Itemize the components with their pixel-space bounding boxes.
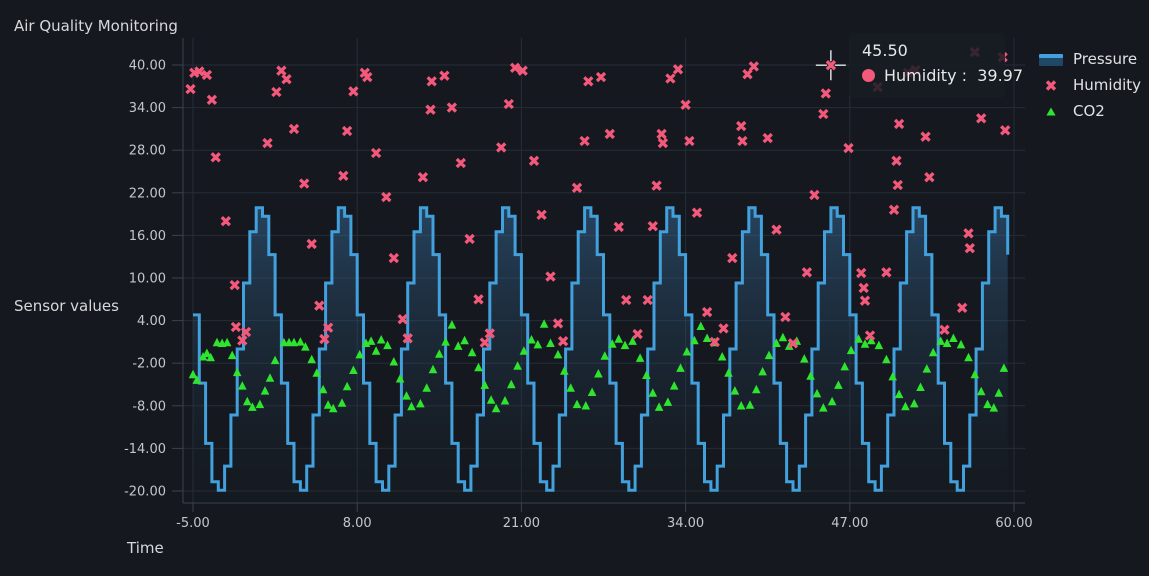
tooltip-series-label: Humidity (884, 66, 957, 85)
x-tick-label: 47.00 (831, 516, 868, 531)
y-axis-title: Sensor values (14, 297, 119, 315)
cursor-tooltip: 45.50 Humidity : 39.97 (849, 33, 1023, 98)
y-tick-label: 28.00 (129, 144, 166, 159)
y-tick-label: -14.00 (124, 442, 166, 457)
y-tick-label: 40.00 (129, 59, 166, 74)
x-tick-label: 60.00 (995, 516, 1032, 531)
series-co2[interactable] (188, 319, 1009, 413)
y-tick-label: -20.00 (124, 485, 166, 500)
tooltip-series-value: 39.97 (977, 66, 1024, 85)
legend-item-pressure[interactable]: Pressure (1038, 50, 1141, 68)
y-tick-label: 16.00 (129, 229, 166, 244)
y-tick-label: -8.00 (132, 399, 166, 414)
y-tick-label: 22.00 (129, 186, 166, 201)
tooltip-series-row: Humidity : 39.97 (862, 66, 1023, 85)
legend-label-humidity: Humidity (1073, 76, 1142, 94)
x-axis-title: Time (127, 539, 164, 557)
legend-item-humidity[interactable]: Humidity (1038, 76, 1141, 94)
chart-title: Air Quality Monitoring (14, 17, 178, 35)
x-tick-label: 34.00 (667, 516, 704, 531)
legend-label-co2: CO2 (1073, 102, 1105, 120)
co2-triangle-icon (1046, 107, 1056, 115)
pressure-area-icon (1039, 53, 1063, 66)
x-tick-label: -5.00 (176, 516, 210, 531)
x-tick-label: 8.00 (343, 516, 372, 531)
tooltip-x-value: 45.50 (862, 41, 908, 60)
humidity-dot-icon (862, 69, 875, 82)
legend-label-pressure: Pressure (1073, 50, 1138, 68)
tooltip-separator: : (956, 66, 978, 85)
x-tick-label: 21.00 (503, 516, 540, 531)
humidity-cross-icon (1045, 79, 1057, 91)
series-pressure[interactable] (193, 206, 1010, 503)
y-tick-label: -2.00 (132, 357, 166, 372)
y-tick-label: 10.00 (129, 272, 166, 287)
y-tick-label: 34.00 (129, 101, 166, 116)
legend-item-co2[interactable]: CO2 (1038, 102, 1141, 120)
y-tick-label: 4.00 (137, 314, 166, 329)
crosshair-icon (815, 50, 846, 81)
legend: Pressure Humidity CO2 (1038, 50, 1141, 120)
